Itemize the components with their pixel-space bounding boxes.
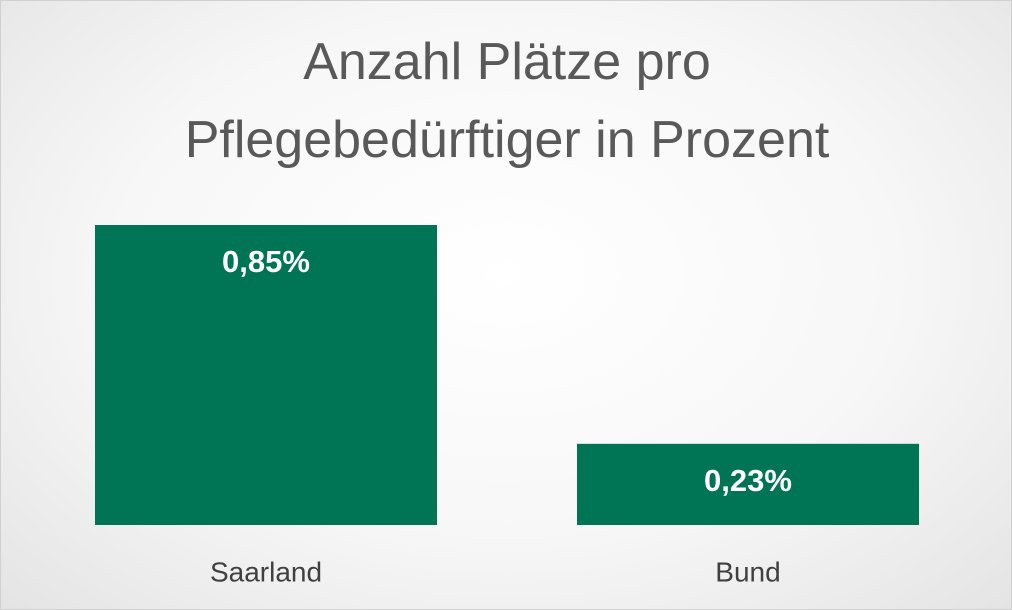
x-tick-label: Saarland — [210, 556, 322, 587]
chart-title: Anzahl Plätze pro Pflegebedürftiger in P… — [184, 33, 830, 169]
x-tick-label: Bund — [715, 556, 780, 587]
value-label: 0,85% — [222, 244, 310, 279]
bar — [577, 443, 919, 525]
bar — [95, 225, 437, 525]
value-label: 0,23% — [704, 463, 792, 498]
